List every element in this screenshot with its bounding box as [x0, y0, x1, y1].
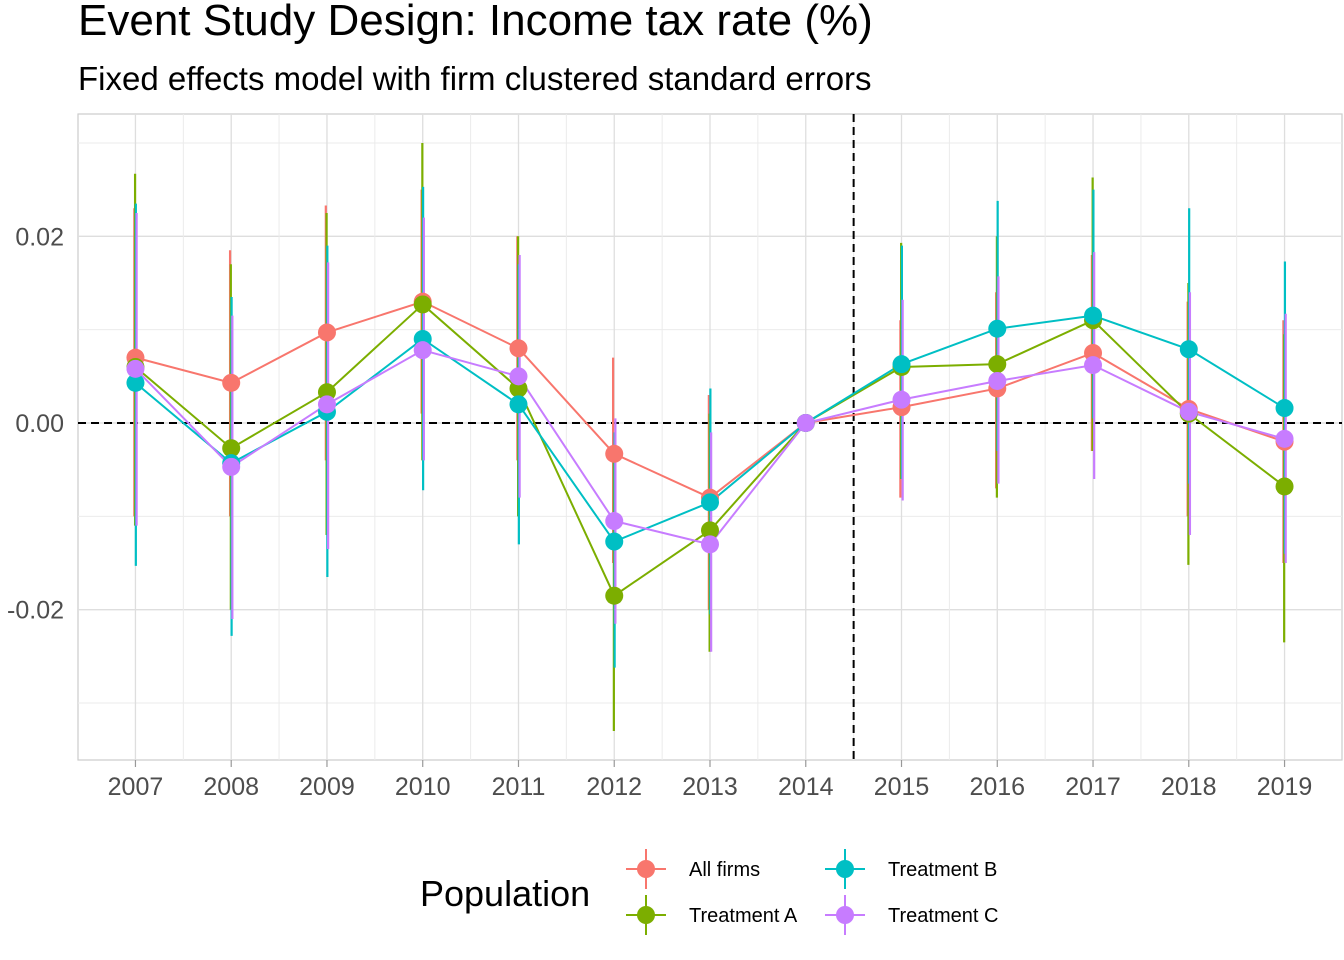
y-tick-label: 0.00 [15, 410, 64, 438]
x-tick-label: 2015 [874, 773, 930, 801]
point-treatment-a [222, 439, 241, 458]
x-tick-label: 2017 [1065, 773, 1121, 801]
legend-key-point [637, 906, 655, 924]
point-treatment-c [892, 390, 911, 409]
point-treatment-c [796, 413, 815, 432]
point-treatment-c [222, 457, 241, 476]
point-treatment-c [605, 512, 624, 531]
point-treatment-b [1084, 306, 1103, 325]
point-treatment-c [413, 341, 432, 360]
point-treatment-b [701, 493, 719, 512]
x-tick-label: 2019 [1257, 773, 1313, 801]
x-tick-label: 2010 [395, 773, 451, 801]
legend-item-treatment-b: Treatment B [825, 849, 997, 889]
point-treatment-b [605, 532, 624, 551]
legend-label: All firms [689, 859, 760, 881]
chart-subtitle: Fixed effects model with firm clustered … [78, 60, 872, 97]
point-treatment-a [988, 355, 1007, 374]
y-tick-label: 0.02 [15, 223, 64, 251]
point-treatment-a [701, 521, 719, 540]
legend-key-point [836, 906, 854, 924]
point-treatment-b [509, 395, 528, 414]
point-all-firms [317, 323, 336, 342]
point-treatment-c [509, 367, 528, 386]
point-treatment-b [126, 373, 145, 392]
legend-item-treatment-c: Treatment C [825, 895, 998, 935]
point-treatment-c [1275, 429, 1294, 448]
plot-panel [77, 113, 1343, 761]
point-treatment-c [1084, 356, 1103, 375]
chart-title: Event Study Design: Income tax rate (%) [78, 0, 873, 45]
point-all-firms [605, 444, 624, 463]
point-treatment-a [605, 586, 624, 605]
axes: -0.02 0.00 0.02 2007 2008 2009 2010 2011 2012 201… [7, 223, 1312, 801]
x-tick-label: 2009 [299, 773, 355, 801]
series-points [126, 292, 1294, 605]
point-treatment-b [988, 319, 1007, 338]
point-treatment-b [1179, 340, 1198, 359]
point-treatment-a [1275, 477, 1294, 496]
point-treatment-a [413, 295, 432, 314]
legend-item-treatment-a: Treatment A [626, 895, 798, 935]
legend-key-point [836, 860, 854, 878]
point-treatment-c [1179, 402, 1198, 421]
legend-label: Treatment C [888, 905, 998, 927]
point-treatment-c [701, 535, 719, 554]
y-tick-label: -0.02 [7, 597, 64, 625]
x-tick-label: 2018 [1161, 773, 1217, 801]
legend-item-all-firms: All firms [626, 849, 760, 889]
point-all-firms [222, 373, 241, 392]
x-tick-label: 2013 [682, 773, 738, 801]
x-tick-label: 2008 [203, 773, 259, 801]
point-treatment-b [1275, 399, 1294, 418]
point-treatment-c [988, 371, 1007, 390]
point-treatment-b [892, 355, 911, 374]
legend-label: Treatment B [888, 859, 997, 881]
x-tick-label: 2012 [586, 773, 642, 801]
legend-key-point [637, 860, 655, 878]
legend-label: Treatment A [689, 905, 798, 927]
x-tick-label: 2016 [969, 773, 1025, 801]
point-all-firms [509, 339, 528, 358]
x-tick-label: 2007 [108, 773, 164, 801]
point-treatment-c [126, 359, 145, 378]
legend-title: Population [420, 873, 590, 914]
x-tick-label: 2011 [492, 773, 546, 801]
legend: Population All firms Treatment A Treatment… [420, 849, 998, 935]
point-treatment-c [317, 395, 336, 414]
x-tick-label: 2014 [778, 773, 834, 801]
series-layer [126, 142, 1294, 732]
